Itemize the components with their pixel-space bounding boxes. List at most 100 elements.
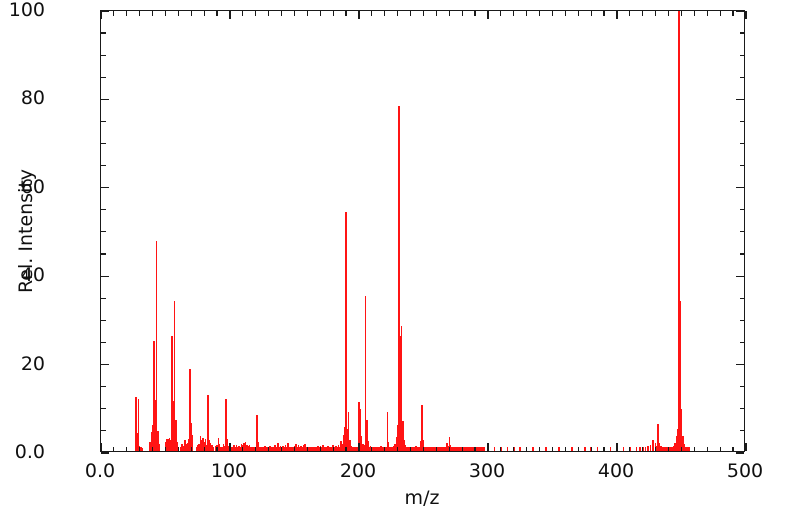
spectrum-peak <box>186 443 189 451</box>
spectrum-peak <box>622 447 625 451</box>
spectrum-peak <box>207 395 209 451</box>
x-axis-mirror-tick <box>487 11 489 19</box>
spectrum-peak <box>180 446 182 451</box>
spectrum-peak <box>175 420 177 451</box>
spectrum-peak <box>311 446 314 451</box>
x-axis-mirror-tick <box>603 11 605 16</box>
spectrum-peak <box>261 446 264 451</box>
x-axis-mirror-tick <box>551 11 553 16</box>
x-axis-minor-tick <box>151 446 154 451</box>
spectrum-peak <box>433 446 435 451</box>
spectrum-peak <box>316 445 319 451</box>
spectrum-peak <box>202 437 204 451</box>
spectrum-peak <box>313 446 315 451</box>
spectrum-peak <box>165 438 168 451</box>
y-axis-minor-tick <box>101 142 106 145</box>
spectrum-peak <box>359 408 362 451</box>
y-axis-minor-tick <box>101 54 106 56</box>
spectrum-peak <box>377 446 380 451</box>
y-axis-mirror-tick <box>739 297 744 299</box>
x-axis-minor-tick <box>384 446 386 451</box>
x-axis-mirror-tick <box>435 11 437 16</box>
x-axis-mirror-tick <box>216 11 218 16</box>
x-axis-mirror-tick <box>461 11 463 16</box>
x-axis-mirror-tick <box>732 11 734 16</box>
spectrum-peak <box>347 412 350 451</box>
spectrum-peak <box>342 435 345 451</box>
spectrum-peak <box>350 445 353 451</box>
y-axis-mirror-tick <box>736 452 744 454</box>
x-axis-minor-tick <box>474 446 476 451</box>
y-tick-label: 40 <box>20 264 45 287</box>
spectrum-peak <box>405 446 408 451</box>
x-axis-mirror-tick <box>693 11 695 16</box>
spectrum-peak <box>251 446 253 451</box>
spectrum-peak <box>663 446 666 451</box>
x-axis-mirror-tick <box>139 11 141 16</box>
spectrum-peak <box>389 446 391 451</box>
x-axis-minor-tick <box>513 446 515 451</box>
spectrum-peak <box>451 446 453 451</box>
spectrum-peak <box>452 446 454 451</box>
spectrum-peak <box>341 443 344 451</box>
spectrum-peak <box>238 445 240 451</box>
spectrum-peak <box>212 446 215 451</box>
spectrum-peak <box>167 438 169 451</box>
spectrum-peak <box>253 446 256 451</box>
spectrum-peak <box>274 444 276 451</box>
x-axis-mirror-tick <box>293 11 295 16</box>
spectrum-peak <box>413 446 416 451</box>
x-axis-mirror-tick <box>590 11 592 16</box>
y-axis-mirror-tick <box>739 386 744 388</box>
spectrum-peak <box>675 435 678 451</box>
spectrum-peak <box>445 443 448 451</box>
spectrum-peak <box>669 446 671 451</box>
spectrum-peak <box>248 444 251 451</box>
x-axis-minor-tick <box>577 446 579 451</box>
spectrum-peak <box>156 430 159 451</box>
x-axis-mirror-tick <box>332 11 334 16</box>
spectrum-peak <box>140 446 142 451</box>
x-axis-minor-tick <box>268 446 270 451</box>
y-axis-mirror-tick <box>736 10 744 12</box>
spectrum-peak <box>545 447 547 451</box>
spectrum-peak <box>235 444 238 451</box>
spectrum-peak <box>380 445 382 451</box>
spectrum-peak <box>234 446 236 451</box>
spectrum-peak <box>674 443 676 451</box>
spectrum-peak <box>374 446 377 451</box>
x-tick-label: 500 <box>726 460 764 482</box>
y-axis-minor-tick <box>101 430 106 432</box>
spectrum-peak <box>449 444 452 451</box>
spectrum-peak <box>173 300 176 451</box>
spectrum-peak <box>325 446 328 451</box>
x-axis-minor-tick <box>629 446 631 451</box>
y-axis-mirror-tick <box>739 341 744 343</box>
spectrum-peak <box>240 443 243 451</box>
spectrum-peak <box>400 326 403 451</box>
spectrum-peak <box>423 446 426 451</box>
spectrum-peak <box>418 446 421 451</box>
x-tick-label: 0.0 <box>84 460 116 482</box>
spectrum-peak <box>358 401 360 451</box>
x-axis-major-tick <box>358 443 360 451</box>
spectrum-peak <box>376 446 378 451</box>
x-axis-minor-tick <box>680 446 682 451</box>
y-tick-label: 20 <box>20 352 45 375</box>
spectrum-peak <box>421 405 423 451</box>
spectrum-peak <box>463 447 466 451</box>
spectrum-peak <box>609 447 612 451</box>
spectrum-peak <box>652 440 654 451</box>
y-axis-mirror-tick <box>739 430 744 432</box>
x-axis-minor-tick <box>500 446 502 451</box>
spectrum-peak <box>334 445 337 451</box>
spectrum-peak <box>324 446 327 451</box>
spectrum-peak <box>678 11 680 451</box>
spectrum-peak <box>387 442 390 451</box>
spectrum-peak <box>396 425 399 451</box>
spectrum-peak <box>430 446 433 451</box>
spectrum-peak <box>298 446 301 451</box>
spectrum-peak <box>198 443 200 451</box>
spectrum-peak <box>169 440 172 451</box>
spectrum-peak <box>479 447 482 451</box>
